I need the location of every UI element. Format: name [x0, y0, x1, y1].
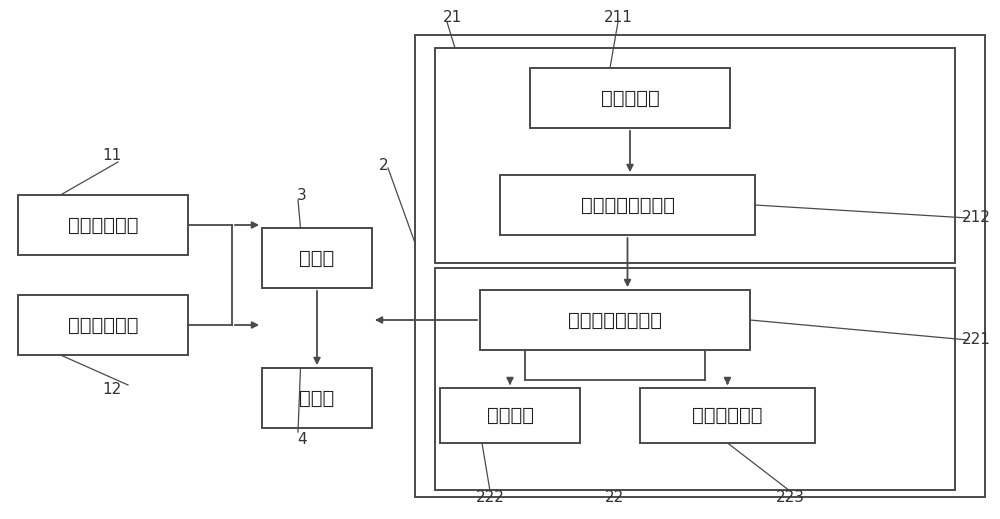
Bar — [18, 195, 188, 255]
Bar — [435, 48, 955, 263]
Text: 称重传感器: 称重传感器 — [601, 89, 659, 107]
Text: 211: 211 — [604, 10, 632, 25]
Bar — [480, 290, 750, 350]
Bar — [500, 175, 755, 235]
Text: 水平感应装置: 水平感应装置 — [68, 215, 138, 235]
Bar — [415, 35, 985, 497]
Bar — [18, 295, 188, 355]
Bar — [440, 388, 580, 443]
Text: 无线数据发射单元: 无线数据发射单元 — [580, 196, 674, 214]
Text: 4: 4 — [297, 432, 307, 447]
Bar — [435, 268, 955, 490]
Bar — [530, 68, 730, 128]
Text: 212: 212 — [962, 211, 990, 225]
Bar — [640, 388, 815, 443]
Text: 无线数据接收单元: 无线数据接收单元 — [568, 310, 662, 330]
Text: 221: 221 — [962, 333, 990, 348]
Text: 超载报警单元: 超载报警单元 — [692, 406, 763, 425]
Text: 显示单元: 显示单元 — [486, 406, 534, 425]
Text: 打印机: 打印机 — [299, 389, 335, 407]
Text: 21: 21 — [442, 10, 462, 25]
Text: 2: 2 — [379, 157, 389, 172]
Text: 12: 12 — [102, 383, 122, 398]
Text: 3: 3 — [297, 187, 307, 202]
Text: 控制器: 控制器 — [299, 249, 335, 267]
Bar — [262, 368, 372, 428]
Text: 垂直感应装置: 垂直感应装置 — [68, 316, 138, 335]
Text: 22: 22 — [605, 490, 625, 506]
Bar — [262, 228, 372, 288]
Text: 11: 11 — [102, 147, 122, 162]
Text: 223: 223 — [776, 490, 804, 506]
Text: 222: 222 — [476, 490, 504, 506]
